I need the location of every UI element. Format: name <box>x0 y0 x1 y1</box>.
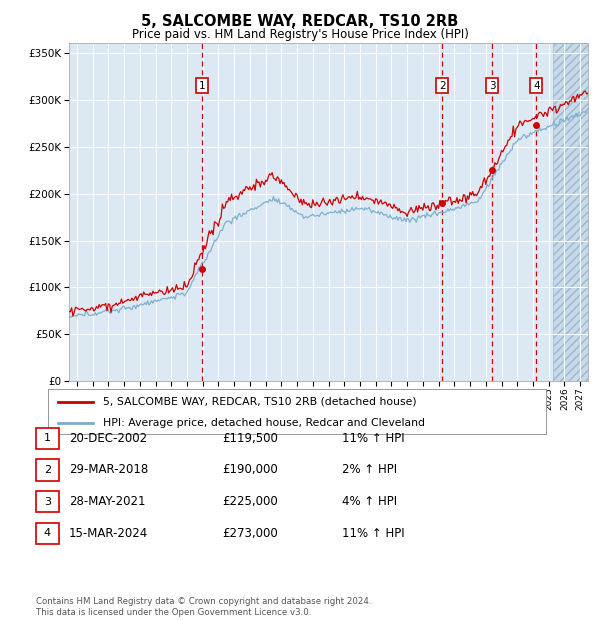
Text: £225,000: £225,000 <box>222 495 278 508</box>
Text: 2: 2 <box>439 81 446 91</box>
Text: £190,000: £190,000 <box>222 464 278 476</box>
Text: 20-DEC-2002: 20-DEC-2002 <box>69 432 147 445</box>
Text: 11% ↑ HPI: 11% ↑ HPI <box>342 432 404 445</box>
Text: 2: 2 <box>44 465 51 475</box>
Text: 11% ↑ HPI: 11% ↑ HPI <box>342 527 404 539</box>
Text: HPI: Average price, detached house, Redcar and Cleveland: HPI: Average price, detached house, Redc… <box>103 418 425 428</box>
Text: 1: 1 <box>199 81 206 91</box>
Text: 1: 1 <box>44 433 51 443</box>
Text: 4: 4 <box>533 81 539 91</box>
Text: 2% ↑ HPI: 2% ↑ HPI <box>342 464 397 476</box>
Text: 28-MAY-2021: 28-MAY-2021 <box>69 495 146 508</box>
Text: 3: 3 <box>44 497 51 507</box>
Text: Contains HM Land Registry data © Crown copyright and database right 2024.
This d: Contains HM Land Registry data © Crown c… <box>36 598 371 617</box>
Text: £273,000: £273,000 <box>222 527 278 539</box>
Text: Price paid vs. HM Land Registry's House Price Index (HPI): Price paid vs. HM Land Registry's House … <box>131 28 469 41</box>
Text: 5, SALCOMBE WAY, REDCAR, TS10 2RB: 5, SALCOMBE WAY, REDCAR, TS10 2RB <box>142 14 458 29</box>
Text: 15-MAR-2024: 15-MAR-2024 <box>69 527 148 539</box>
Text: 3: 3 <box>489 81 496 91</box>
Text: 5, SALCOMBE WAY, REDCAR, TS10 2RB (detached house): 5, SALCOMBE WAY, REDCAR, TS10 2RB (detac… <box>103 397 416 407</box>
Text: 29-MAR-2018: 29-MAR-2018 <box>69 464 148 476</box>
Text: 4: 4 <box>44 528 51 538</box>
Text: 4% ↑ HPI: 4% ↑ HPI <box>342 495 397 508</box>
Text: £119,500: £119,500 <box>222 432 278 445</box>
Bar <box>553 43 588 381</box>
Bar <box>553 43 588 381</box>
